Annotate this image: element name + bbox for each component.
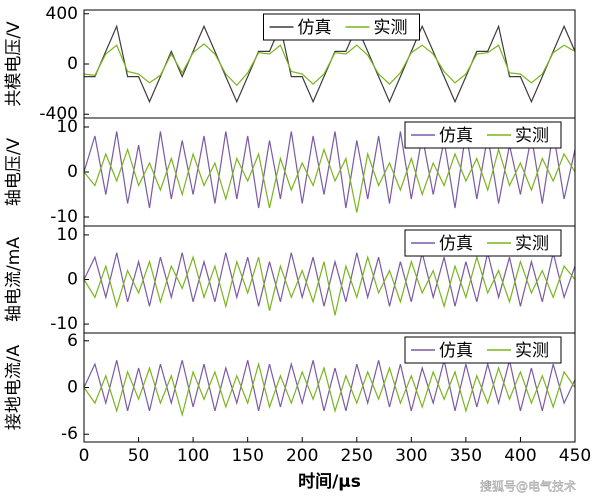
x-tick-label: 0 xyxy=(79,446,90,466)
x-tick-label: 200 xyxy=(286,446,318,466)
x-axis-label: 时间/μs xyxy=(298,471,361,492)
x-tick-label: 250 xyxy=(341,446,373,466)
legend-label: 仿真 xyxy=(298,18,332,38)
y-tick-label: 400 xyxy=(46,4,78,24)
legend-label: 仿真 xyxy=(439,126,473,146)
y-axis-label: 共模电压/V xyxy=(4,21,24,107)
y-tick-label: 10 xyxy=(56,225,78,245)
y-axis-label: 接地电流/A xyxy=(4,344,24,430)
legend-label: 仿真 xyxy=(439,234,473,254)
y-tick-label: -400 xyxy=(39,104,78,124)
plot-frame xyxy=(83,332,576,443)
x-tick-label: 300 xyxy=(395,446,427,466)
legend-label: 实测 xyxy=(374,18,408,38)
y-tick-label: 0 xyxy=(67,270,78,290)
x-tick-label: 400 xyxy=(504,446,536,466)
y-tick-label: -10 xyxy=(50,207,78,227)
legend-box xyxy=(263,13,420,41)
y-tick-label: 6 xyxy=(67,331,78,351)
legend-label: 实测 xyxy=(515,126,549,146)
legend-label: 仿真 xyxy=(439,341,473,361)
watermark: 搜狐号@电气技术 xyxy=(480,479,576,494)
x-tick-label: 350 xyxy=(450,446,482,466)
y-tick-label: -6 xyxy=(61,424,78,444)
y-tick-label: 10 xyxy=(56,117,78,137)
series-line xyxy=(83,252,576,307)
y-axis-label: 轴电压/V xyxy=(4,137,24,206)
x-tick-label: 50 xyxy=(128,446,150,466)
x-tick-label: 450 xyxy=(559,446,591,466)
x-tick-label: 100 xyxy=(177,446,209,466)
series-line xyxy=(83,147,576,213)
y-tick-label: -10 xyxy=(50,314,78,334)
series-line xyxy=(83,43,576,87)
y-axis-label: 轴电流/mA xyxy=(4,237,24,322)
y-tick-label: 0 xyxy=(67,54,78,74)
legend-label: 实测 xyxy=(515,341,549,361)
y-tick-label: 0 xyxy=(67,162,78,182)
series-line xyxy=(83,361,576,418)
y-tick-label: 0 xyxy=(67,378,78,398)
x-tick-label: 150 xyxy=(231,446,263,466)
legend-box xyxy=(404,229,562,257)
legend-label: 实测 xyxy=(515,234,549,254)
series-line xyxy=(83,360,576,412)
series-line xyxy=(83,255,576,316)
